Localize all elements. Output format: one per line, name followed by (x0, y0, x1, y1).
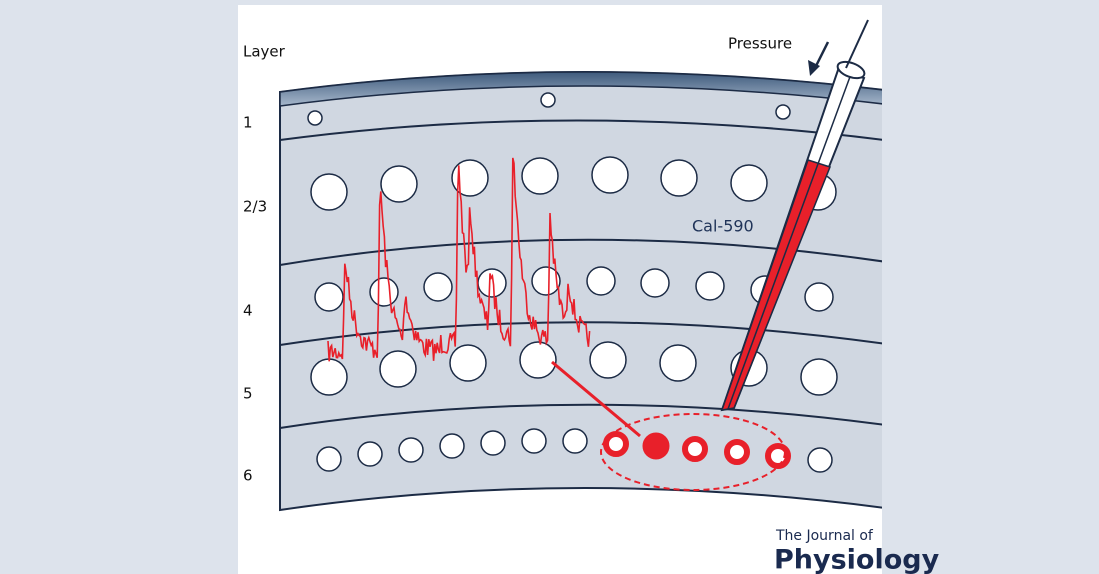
cell (641, 269, 669, 297)
cell (643, 433, 669, 459)
cell (776, 105, 790, 119)
layer-label: 6 (243, 467, 253, 485)
layer-label: 2/3 (243, 198, 267, 216)
cell (587, 267, 615, 295)
cell (370, 278, 398, 306)
layer-label: 1 (243, 114, 253, 132)
cell (481, 431, 505, 455)
cell (315, 283, 343, 311)
cell (522, 429, 546, 453)
layer-label: 4 (243, 302, 253, 320)
cell (424, 273, 452, 301)
cell (590, 342, 626, 378)
cell (399, 438, 423, 462)
cell (311, 359, 347, 395)
cell (522, 158, 558, 194)
cell (381, 166, 417, 202)
cell (541, 93, 555, 107)
cell (317, 447, 341, 471)
layer-label: 5 (243, 385, 253, 403)
cell (358, 442, 382, 466)
cell (592, 157, 628, 193)
logo-line2: Physiology (774, 545, 940, 574)
cell (440, 434, 464, 458)
pressure-label: Pressure (728, 35, 792, 53)
cell (311, 174, 347, 210)
logo-line1: The Journal of (775, 528, 874, 544)
cell (380, 351, 416, 387)
cell (808, 448, 832, 472)
cell (696, 272, 724, 300)
cell (727, 442, 747, 462)
cell (308, 111, 322, 125)
cell (450, 345, 486, 381)
cell (478, 269, 506, 297)
cell (520, 342, 556, 378)
dye-label: Cal-590 (692, 217, 754, 236)
cell (731, 165, 767, 201)
cell (801, 359, 837, 395)
layer-heading: Layer (243, 43, 286, 61)
cortex-slab (280, 20, 900, 510)
cell (661, 160, 697, 196)
cell (563, 429, 587, 453)
cell (805, 283, 833, 311)
cell (685, 439, 705, 459)
figure: Layer 1 2/3 4 5 6 Pressure Cal-590 The J… (0, 0, 1099, 574)
cell (660, 345, 696, 381)
